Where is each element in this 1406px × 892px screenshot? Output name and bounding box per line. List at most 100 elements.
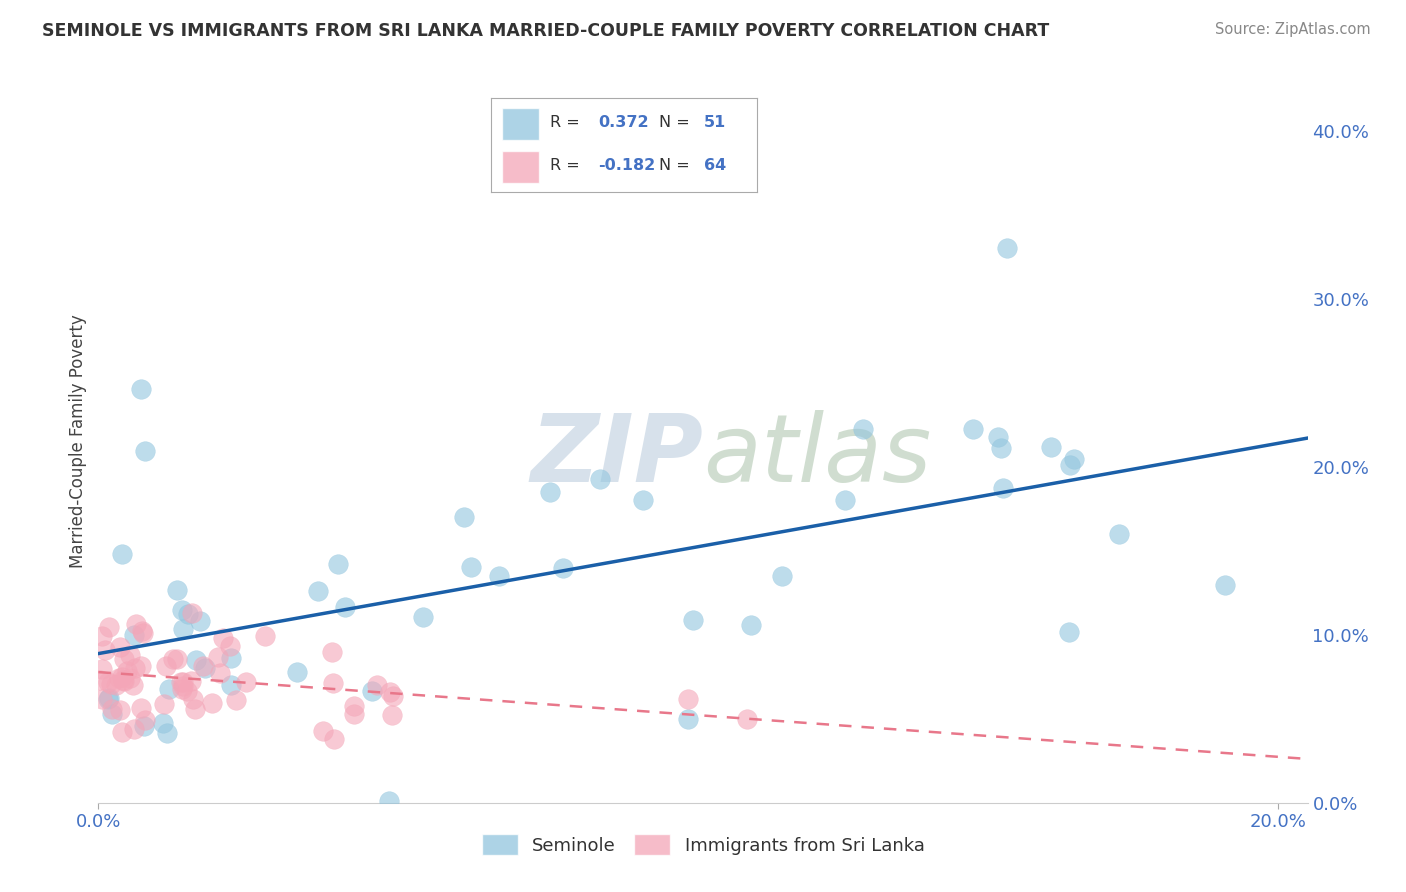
Text: SEMINOLE VS IMMIGRANTS FROM SRI LANKA MARRIED-COUPLE FAMILY POVERTY CORRELATION : SEMINOLE VS IMMIGRANTS FROM SRI LANKA MA… — [42, 22, 1049, 40]
Point — [551, 560, 574, 574]
Point — [321, 645, 343, 659]
Point — [184, 702, 207, 716]
Point — [111, 547, 134, 561]
Point — [156, 726, 179, 740]
Point — [219, 678, 242, 692]
Point — [152, 716, 174, 731]
Point — [193, 660, 215, 674]
Point — [488, 569, 510, 583]
Point — [121, 677, 143, 691]
Point — [322, 676, 344, 690]
Point — [852, 422, 875, 436]
Point — [412, 610, 434, 624]
Point — [125, 617, 148, 632]
Point — [172, 603, 194, 617]
Text: ZIP: ZIP — [530, 410, 703, 502]
Point — [188, 614, 211, 628]
Point — [191, 658, 214, 673]
Point — [343, 707, 366, 722]
Point — [131, 659, 153, 673]
Point — [1057, 624, 1080, 639]
Text: atlas: atlas — [703, 410, 931, 501]
Point — [1039, 440, 1062, 454]
Point — [993, 481, 1015, 495]
Point — [122, 628, 145, 642]
Point — [122, 722, 145, 736]
Point — [98, 620, 121, 634]
Point — [134, 713, 156, 727]
Point — [131, 700, 153, 714]
Point — [770, 569, 793, 583]
Point — [124, 661, 146, 675]
Point — [253, 629, 276, 643]
Point — [183, 692, 205, 706]
Point — [307, 583, 329, 598]
Point — [100, 707, 122, 722]
Point — [987, 430, 1010, 444]
Point — [460, 560, 482, 574]
Point — [93, 643, 115, 657]
Point — [115, 665, 138, 679]
Point — [129, 382, 152, 396]
Point — [108, 671, 131, 685]
Legend: Seminole, Immigrants from Sri Lanka: Seminole, Immigrants from Sri Lanka — [474, 827, 932, 863]
Point — [311, 724, 333, 739]
Point — [110, 640, 132, 654]
Point — [91, 662, 114, 676]
Point — [962, 422, 984, 436]
Point — [177, 607, 200, 621]
Point — [108, 702, 131, 716]
Point — [90, 692, 112, 706]
Point — [538, 485, 561, 500]
Point — [97, 691, 120, 706]
Point — [378, 794, 401, 808]
Point — [676, 713, 699, 727]
Point — [176, 684, 198, 698]
Point — [995, 241, 1018, 255]
Point — [162, 651, 184, 665]
Point — [589, 472, 612, 486]
Point — [97, 674, 120, 689]
Point — [235, 674, 257, 689]
Point — [152, 698, 174, 712]
Point — [1059, 458, 1081, 473]
Point — [366, 678, 388, 692]
Point — [207, 650, 229, 665]
Point — [219, 651, 242, 665]
Point — [172, 679, 194, 693]
Point — [208, 665, 231, 680]
Point — [101, 702, 124, 716]
Point — [166, 582, 188, 597]
Point — [172, 682, 194, 697]
Point — [155, 659, 177, 673]
Point — [1108, 527, 1130, 541]
Point — [134, 444, 156, 458]
Point — [132, 719, 155, 733]
Point — [200, 697, 222, 711]
Point — [172, 622, 194, 636]
Point — [740, 618, 762, 632]
Point — [381, 707, 404, 722]
Point — [211, 631, 233, 645]
Point — [118, 648, 141, 662]
Point — [218, 639, 240, 653]
Point — [326, 558, 349, 572]
Point — [132, 625, 155, 640]
Point — [105, 678, 128, 692]
Point — [633, 492, 655, 507]
Point — [1063, 452, 1085, 467]
Point — [682, 613, 704, 627]
Point — [834, 492, 856, 507]
Point — [225, 693, 247, 707]
Point — [990, 441, 1012, 455]
Point — [285, 665, 308, 680]
Point — [90, 629, 112, 643]
Text: Source: ZipAtlas.com: Source: ZipAtlas.com — [1215, 22, 1371, 37]
Point — [180, 606, 202, 620]
Point — [172, 674, 194, 689]
Point — [453, 509, 475, 524]
Point — [111, 724, 134, 739]
Point — [382, 689, 405, 703]
Point — [157, 682, 180, 697]
Point — [735, 712, 758, 726]
